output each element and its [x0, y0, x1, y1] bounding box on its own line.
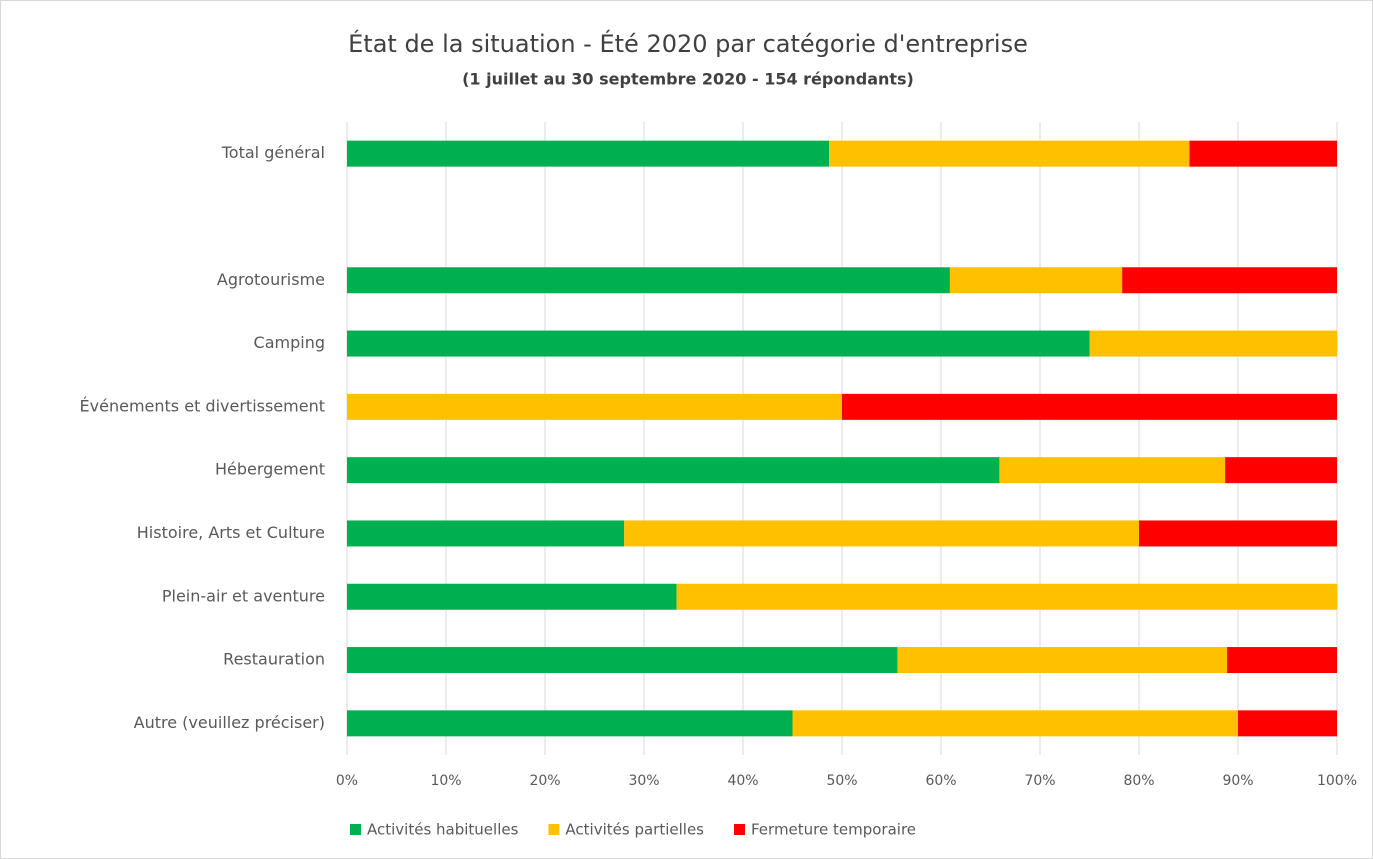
- y-tick-label: Événements et divertissement: [80, 396, 325, 415]
- bar-segment: [1089, 330, 1337, 357]
- bar-segment: [792, 710, 1238, 737]
- bar-segment: [624, 520, 1139, 547]
- legend-label: Activités habituelles: [367, 821, 519, 839]
- bar-segment: [347, 647, 898, 674]
- legend-swatch: [734, 824, 745, 835]
- bar-segment: [829, 140, 1190, 167]
- bar-segment: [347, 583, 677, 610]
- bar-segment: [347, 710, 793, 737]
- bar-segment: [347, 140, 830, 167]
- bar-segment: [347, 267, 950, 294]
- legend-label: Fermeture temporaire: [751, 821, 916, 839]
- x-tick-label: 70%: [1024, 773, 1055, 789]
- y-tick-label: Agrotourisme: [217, 270, 325, 289]
- bar-segment: [842, 393, 1337, 420]
- bar-segment: [1225, 457, 1337, 484]
- chart-title: État de la situation - Été 2020 par caté…: [348, 29, 1028, 58]
- bar-segment: [897, 647, 1228, 674]
- y-tick-label: Autre (veuillez préciser): [134, 713, 325, 732]
- bar-segment: [347, 330, 1090, 357]
- x-tick-label: 80%: [1123, 773, 1154, 789]
- y-tick-label: Histoire, Arts et Culture: [137, 523, 325, 542]
- x-tick-label: 90%: [1222, 773, 1253, 789]
- y-tick-label: Camping: [254, 333, 325, 352]
- bar-segment: [676, 583, 1337, 610]
- x-tick-label: 20%: [529, 773, 560, 789]
- legend-label: Activités partielles: [565, 821, 704, 839]
- y-tick-label: Hébergement: [215, 460, 325, 479]
- x-tick-label: 50%: [826, 773, 857, 789]
- bar-segment: [949, 267, 1123, 294]
- chart-subtitle: (1 juillet au 30 septembre 2020 - 154 ré…: [462, 70, 914, 89]
- x-tick-label: 100%: [1317, 773, 1357, 789]
- bar-segment: [347, 393, 842, 420]
- bar-segment: [1238, 710, 1337, 737]
- legend-swatch: [350, 824, 361, 835]
- bar-segment: [1139, 520, 1337, 547]
- legend-swatch: [548, 824, 560, 835]
- x-tick-label: 30%: [628, 773, 659, 789]
- bar-segment: [347, 457, 1000, 484]
- bar-segment: [1122, 267, 1337, 294]
- x-tick-label: 0%: [336, 773, 358, 789]
- y-tick-label: Plein-air et aventure: [162, 586, 325, 605]
- bar-segment: [1227, 647, 1337, 674]
- y-tick-label: Total général: [221, 143, 325, 162]
- x-tick-label: 40%: [727, 773, 758, 789]
- x-tick-label: 60%: [925, 773, 956, 789]
- bar-segment: [999, 457, 1226, 484]
- y-tick-label: Restauration: [223, 650, 325, 669]
- bar-segment: [347, 520, 625, 547]
- x-tick-label: 10%: [430, 773, 461, 789]
- bar-segment: [1189, 140, 1337, 167]
